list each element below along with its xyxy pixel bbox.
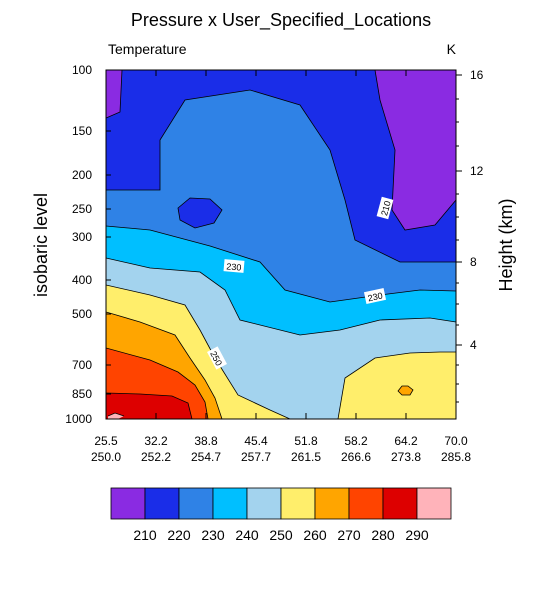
contour-label-1: 210: [376, 196, 394, 220]
y-axis-label: isobaric level: [31, 193, 51, 297]
x-tick-label: 261.5: [291, 450, 321, 464]
y-tick-labels: 100 150 200 250 300 400 500 700 850 1000: [65, 63, 92, 426]
contour-label-2: 230: [223, 259, 245, 273]
chart-title: Pressure x User_Specified_Locations: [131, 10, 431, 31]
x-tick-label: 51.8: [294, 434, 318, 448]
x-tick-label: 64.2: [394, 434, 418, 448]
warm-spot: [398, 386, 413, 395]
right-tick-labels: 16 12 8 4: [470, 68, 484, 352]
band-250-260-right: [338, 352, 456, 419]
plot-frame: [105, 69, 457, 420]
colorbar-swatch: [280, 487, 316, 520]
x-tick-labels-longitude: 250.0 252.2 254.7 257.7 261.5 266.6 273.…: [91, 450, 471, 464]
x-tick-label: 257.7: [241, 450, 271, 464]
x-tick-label: 285.8: [441, 450, 471, 464]
x-tick-label: 25.5: [94, 434, 118, 448]
colorbar-label: 240: [235, 527, 259, 543]
contour-field: 210 230 230 250: [106, 70, 456, 419]
colorbar: [110, 487, 452, 520]
x-tick-label: 58.2: [344, 434, 368, 448]
band-210-220: [106, 70, 456, 262]
y-tick-label: 200: [72, 168, 92, 182]
y-tick-label: 400: [72, 273, 92, 287]
x-tick-label: 252.2: [141, 450, 171, 464]
colorbar-swatch: [348, 487, 384, 520]
colorbar-label: 270: [337, 527, 361, 543]
units-label: K: [447, 41, 457, 57]
top-axis-ticks: [105, 70, 457, 76]
colorbar-label: 210: [133, 527, 157, 543]
x-tick-label: 32.2: [144, 434, 168, 448]
x-tick-labels-latitude: 25.5 32.2 38.8 45.4 51.8 58.2 64.2 70.0: [94, 434, 468, 448]
height-tick-label: 16: [470, 68, 484, 82]
colorbar-label: 230: [201, 527, 225, 543]
colorbar-label: 260: [303, 527, 327, 543]
colorbar-swatch: [314, 487, 350, 520]
contour-lines: [106, 70, 456, 419]
cold-pocket: [178, 198, 222, 228]
y-tick-label: 250: [72, 202, 92, 216]
colorbar-label: 280: [371, 527, 395, 543]
colorbar-swatch: [382, 487, 418, 520]
x-tick-label: 254.7: [191, 450, 221, 464]
height-tick-label: 8: [470, 255, 477, 269]
colorbar-swatch: [212, 487, 248, 520]
colorbar-label: 220: [167, 527, 191, 543]
colorbar-label: 290: [405, 527, 429, 543]
variable-name: Temperature: [108, 41, 187, 57]
colorbar-swatch: [416, 487, 452, 520]
y-tick-label: 1000: [65, 412, 92, 426]
x-tick-label: 38.8: [194, 434, 218, 448]
colorbar-swatch: [144, 487, 180, 520]
x-tick-label: 266.6: [341, 450, 371, 464]
band-200-210-right: [375, 70, 456, 230]
x-tick-label: 250.0: [91, 450, 121, 464]
right-axis-ticks: [456, 74, 462, 403]
left-axis-ticks: [106, 69, 111, 420]
band-280-290: [106, 393, 192, 419]
x-tick-label: 45.4: [244, 434, 268, 448]
contour-label-3: 230: [363, 288, 387, 304]
svg-text:230: 230: [226, 261, 242, 272]
colorbar-swatch: [110, 487, 146, 520]
colorbar-label: 250: [269, 527, 293, 543]
height-tick-label: 4: [470, 338, 477, 352]
right-axis-label: Height (km): [496, 198, 516, 291]
height-tick-label: 12: [470, 164, 484, 178]
x-tick-label: 70.0: [444, 434, 468, 448]
y-tick-label: 850: [72, 387, 92, 401]
svg-text:210: 210: [379, 200, 393, 217]
colorbar-swatch: [178, 487, 214, 520]
x-tick-label: 273.8: [391, 450, 421, 464]
band-200-210-left: [106, 70, 122, 118]
bottom-axis-ticks: [105, 413, 457, 419]
y-tick-label: 500: [72, 307, 92, 321]
y-tick-label: 100: [72, 63, 92, 77]
colorbar-swatch: [246, 487, 282, 520]
y-tick-label: 700: [72, 358, 92, 372]
svg-text:230: 230: [367, 291, 384, 304]
colorbar-labels: 210 220 230 240 250 260 270 280 290: [133, 527, 429, 543]
y-tick-label: 150: [72, 124, 92, 138]
y-tick-label: 300: [72, 230, 92, 244]
